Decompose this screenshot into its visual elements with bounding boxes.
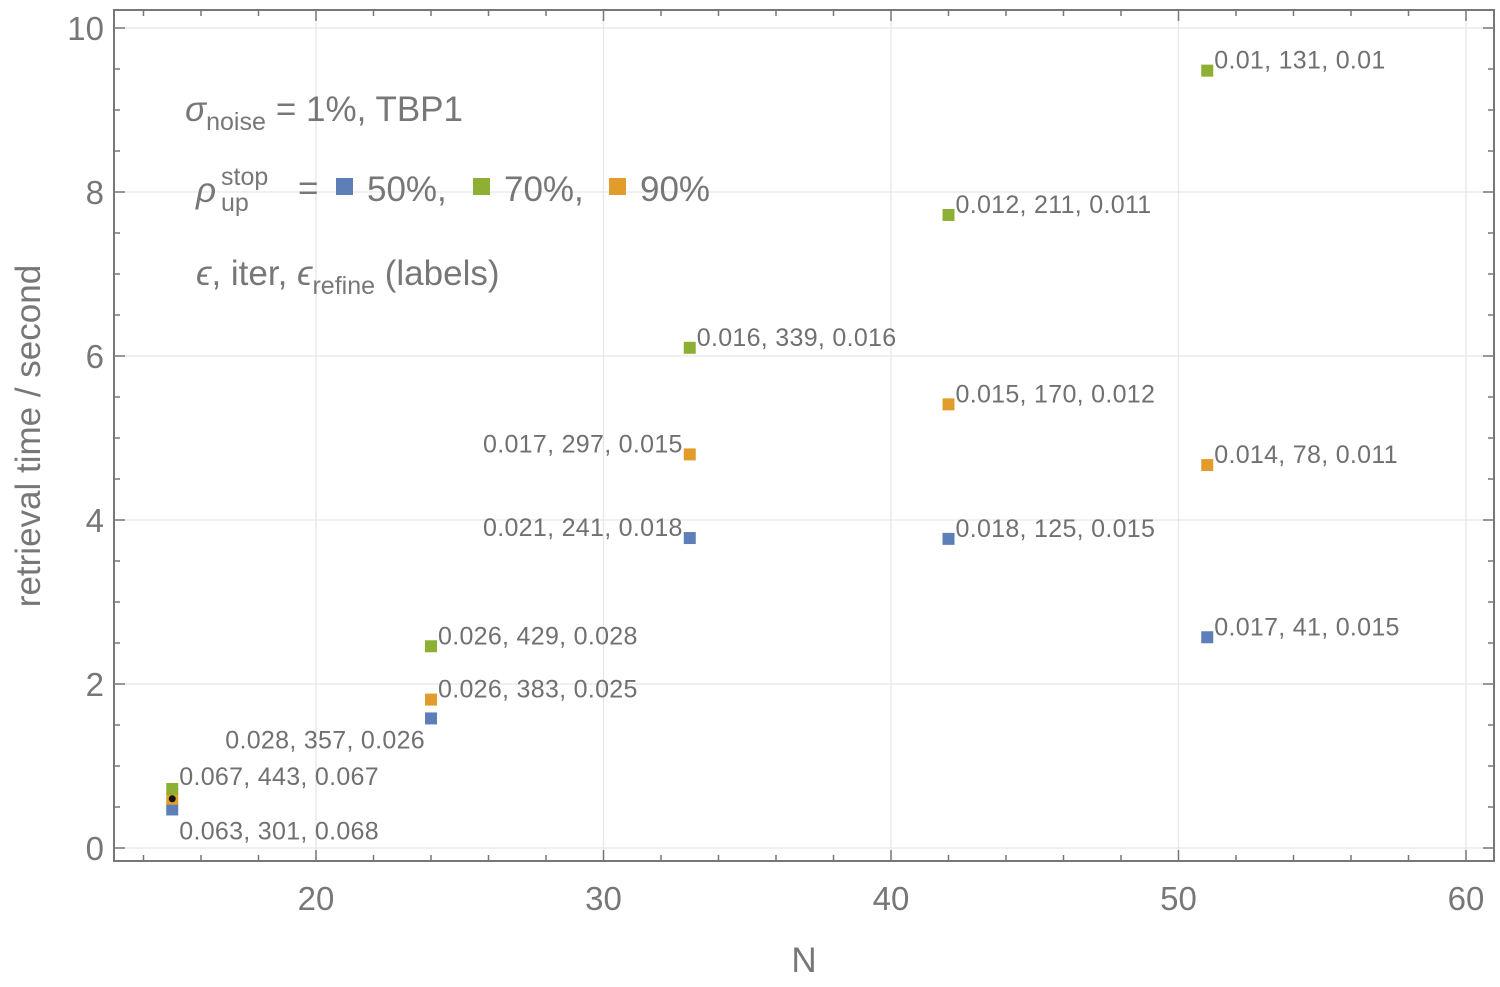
point-label: 0.012, 211, 0.011 [956,191,1152,219]
point-label: 0.026, 383, 0.025 [438,676,638,704]
legend-label-50: 50%, [367,170,447,209]
legend-swatch-70 [473,178,490,195]
grid [114,10,1494,861]
legend: σnoise = 1%, TBP1 ρ stop up = 50%, 70%, 9… [185,90,710,300]
eps-refine-subscript: refine [312,272,375,300]
point-label: 0.016, 339, 0.016 [697,324,897,352]
x-tick-label: 50 [1160,880,1197,917]
eps-symbol: ϵ [196,254,212,293]
plot-frame [113,9,1495,862]
point-label: 0.017, 41, 0.015 [1214,613,1400,641]
axis-ticks [114,10,1494,861]
sigma-subscript: noise [206,108,266,136]
rho-superscript: stop [221,163,268,191]
point-50pct-n51 [1201,631,1214,644]
overlap-dot [168,795,176,803]
tick-labels: 20 30 40 50 60 0 2 4 6 8 10 [67,10,1484,917]
point-label: 0.018, 125, 0.015 [956,515,1156,543]
y-tick-label: 4 [86,502,104,539]
point-50pct-n42 [942,532,955,545]
legend-label-explainer: ϵ, iter, ϵrefine (labels) [196,254,500,300]
legend-swatch-50 [336,178,353,195]
y-axis-label: retrieval time / second [9,265,48,607]
y-tick-label: 0 [86,830,104,867]
point-50pct-n24 [425,712,437,725]
point-70pct-n24 [425,640,437,653]
point-70pct-n51 [1201,64,1214,77]
point-label: 0.028, 357, 0.026 [225,726,425,754]
point-label: 0.015, 170, 0.012 [956,380,1156,408]
point-label: 0.063, 301, 0.068 [179,817,379,845]
legend-label-70: 70%, [504,170,584,209]
x-tick-label: 20 [298,880,335,917]
point-label: 0.014, 78, 0.011 [1214,441,1398,469]
legend-swatch-90 [609,178,626,195]
point-50pct-n33 [683,532,696,545]
y-tick-label: 8 [86,174,104,211]
point-70pct-n15 [166,782,179,795]
point-label: 0.026, 429, 0.028 [438,622,638,650]
point-label: 0.067, 443, 0.067 [179,763,379,791]
y-tick-label: 10 [67,10,104,47]
point-70pct-n33 [683,341,696,354]
point-50pct-n15 [166,803,179,816]
point-90pct-n42 [942,398,955,411]
rho-symbol: ρ [195,171,216,210]
data-points [166,64,1214,816]
x-axis-label: N [791,941,816,980]
point-70pct-n42 [942,208,955,221]
point-90pct-n51 [1201,459,1214,472]
x-tick-label: 40 [873,880,910,917]
point-90pct-n33 [683,448,696,461]
eps-tail-text: (labels) [375,254,499,293]
noise-value: = 1%, TBP1 [276,90,463,129]
sigma-symbol: σ [185,90,208,129]
point-90pct-n24 [425,693,437,706]
point-labels: 0.063, 301, 0.068 0.028, 357, 0.026 0.021,… [179,47,1400,846]
eps-refine-symbol: ϵ [297,254,313,293]
legend-label-90: 90% [640,170,710,209]
legend-noise-line: σnoise = 1%, TBP1 [185,90,463,136]
x-tick-label: 60 [1448,880,1485,917]
point-label: 0.021, 241, 0.018 [483,514,683,542]
rho-equals: = [298,169,318,208]
rho-subscript: up [221,189,249,217]
y-tick-label: 6 [86,338,104,375]
eps-mid-text: , iter, [211,254,297,293]
x-tick-label: 30 [585,880,622,917]
point-label: 0.017, 297, 0.015 [483,430,683,458]
y-tick-label: 2 [86,666,104,703]
point-label: 0.01, 131, 0.01 [1214,47,1385,75]
